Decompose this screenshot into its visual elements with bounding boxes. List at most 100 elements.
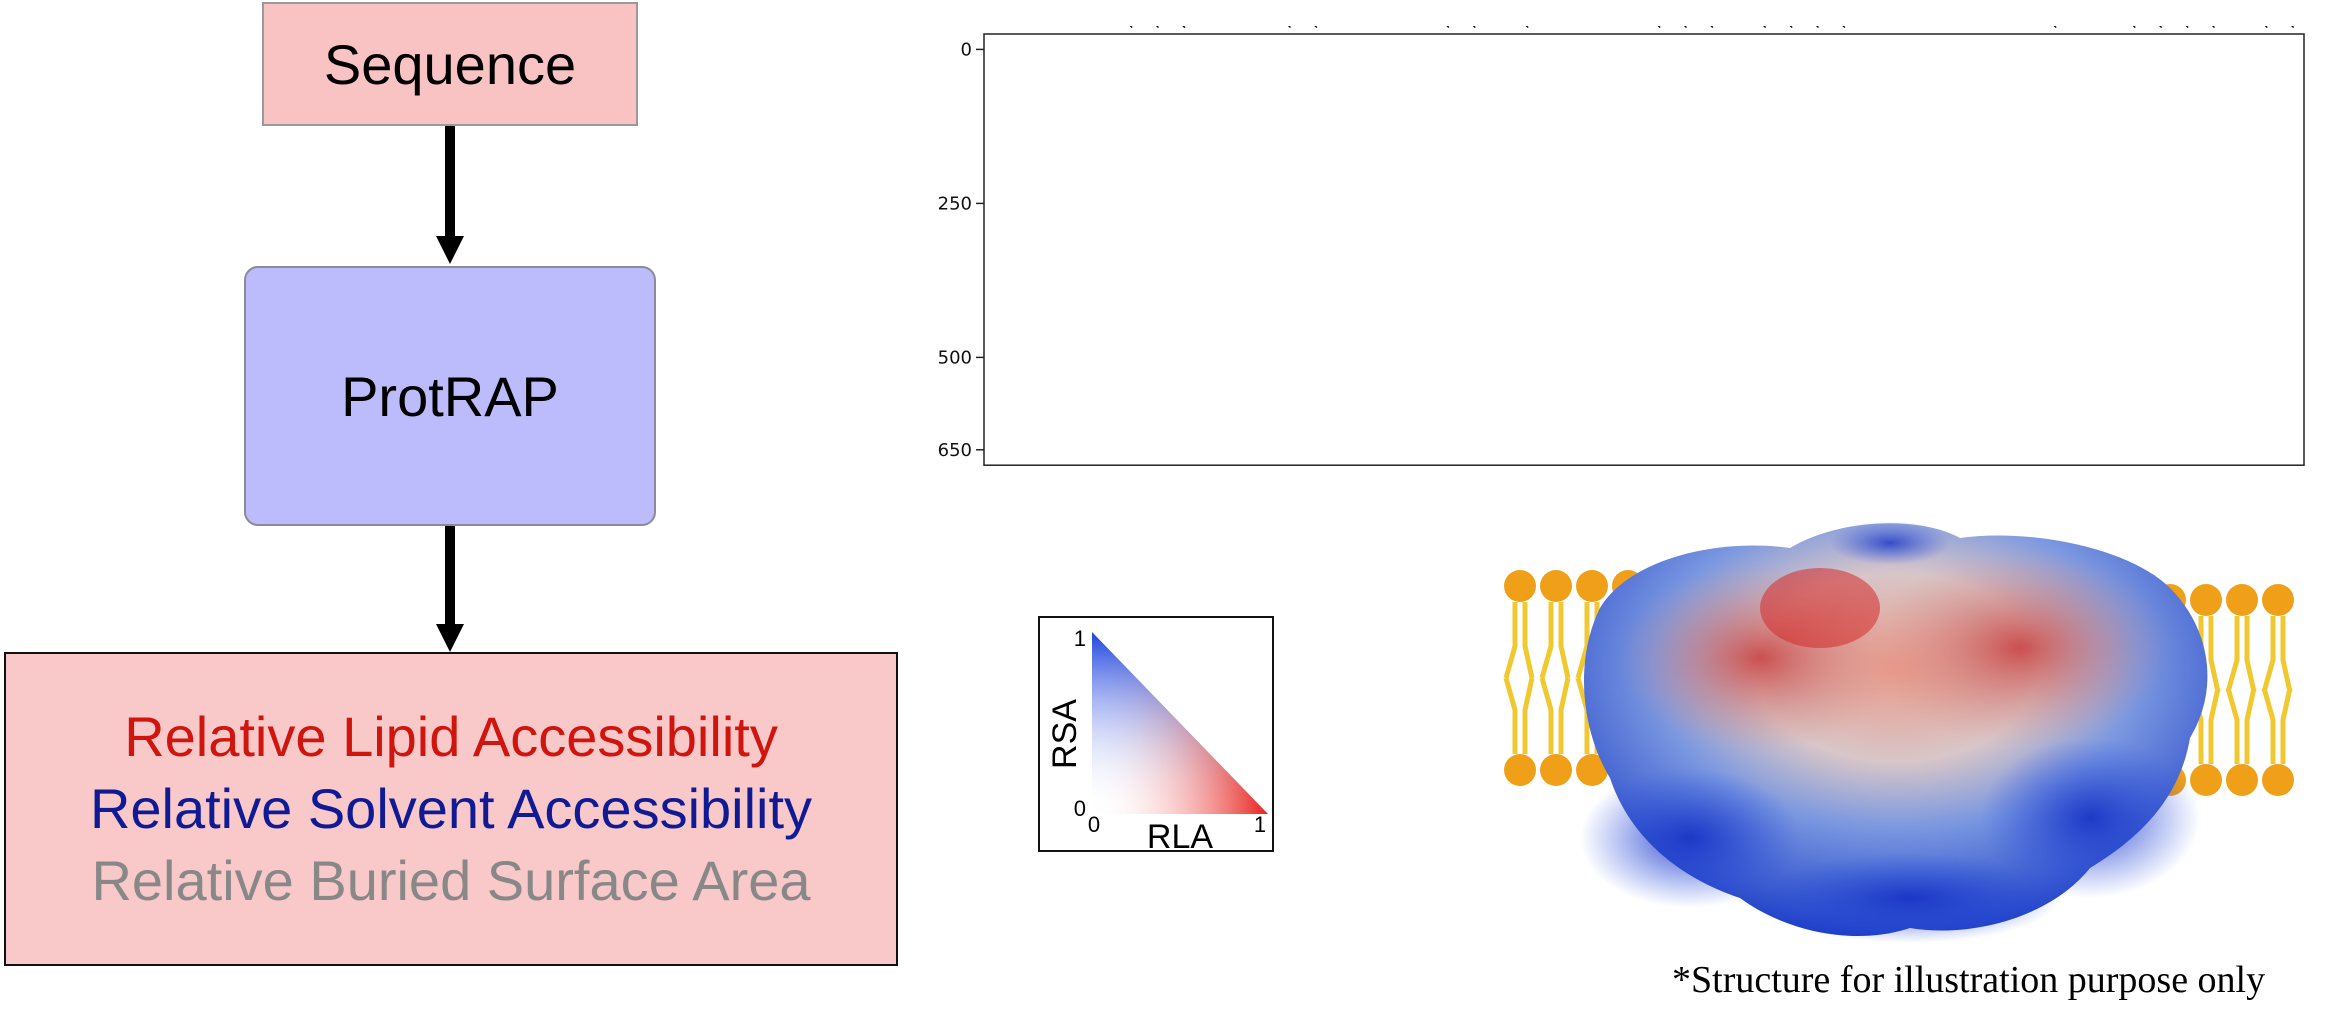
heatmap-residue-letter: G <box>1414 26 1424 31</box>
heatmap-residue-letter: E <box>2022 26 2032 31</box>
heatmap-residue-letter: I <box>992 26 1002 31</box>
heatmap-residue-letter: T <box>1230 26 1240 31</box>
heatmap-residue-letter: K <box>2154 26 2165 31</box>
heatmap-residue-letter: A <box>992 26 1002 31</box>
heatmap-residue-letter: R <box>2048 26 2059 31</box>
heatmap-residue-letter: R <box>2154 26 2165 31</box>
heatmap-residue-letter: C <box>1758 26 1768 31</box>
heatmap-residue-letter: P <box>1520 26 1530 31</box>
heatmap-residue-letter: F <box>1388 26 1398 31</box>
heatmap-residue-letter: L <box>1124 26 1134 31</box>
heatmap-residue-letter: T <box>1018 26 1028 31</box>
heatmap-residue-letter: V <box>1863 26 1873 31</box>
heatmap-residue-letter: M <box>1282 26 1292 31</box>
heatmap-residue-letter: S <box>2259 26 2269 31</box>
heatmap-residue-letter: T <box>1678 26 1688 31</box>
heatmap-residue-letter: T <box>1626 26 1636 31</box>
heatmap-residue-letter: F <box>1203 26 1213 31</box>
heatmap-residue-letter: V <box>2074 26 2084 31</box>
heatmap-residue-letter: Y <box>1098 26 1108 31</box>
heatmap-residue-letter: T <box>1362 26 1372 31</box>
heatmap-residue-letter: N <box>1335 26 1345 31</box>
heatmap-residue-letter: R <box>1467 26 1478 31</box>
heatmap-residue-letter: L <box>2074 26 2084 31</box>
protein-solvent-face-top <box>1830 521 1950 565</box>
heatmap-residue-letter: L <box>1837 26 1847 31</box>
heatmap-residue-letter: V <box>1731 26 1741 31</box>
heatmap-residue-letter: E <box>1441 26 1451 31</box>
heatmap-residue-letter: I <box>1863 26 1873 31</box>
heatmap-residue-letter: Q <box>1282 26 1292 31</box>
heatmap-residue-letter: I <box>1731 26 1741 31</box>
heatmap-residue-letter: K <box>1837 26 1848 31</box>
heatmap-residue-letter: A <box>1230 26 1240 31</box>
heatmap-residue-letter: Q <box>1652 26 1662 31</box>
heatmap-residue-letter: N <box>2022 26 2032 31</box>
heatmap-residue-letter: T <box>1784 26 1794 31</box>
heatmap-residue-letter: S <box>1177 26 1187 31</box>
heatmap-residue-letter: F <box>1362 26 1372 31</box>
heatmap-residue-letter: Q <box>1810 26 1820 31</box>
heatmap-residue-letter: F <box>1335 26 1345 31</box>
heatmap-residue-letter: R <box>2154 26 2165 31</box>
heatmap-residue-letter: L <box>1520 26 1530 31</box>
heatmap-residue-letter: I <box>2286 26 2296 31</box>
heatmap-residue-letter: G <box>1071 26 1081 31</box>
lipid-tail <box>1558 602 1571 679</box>
heatmap-residue-letter: H <box>1863 26 1873 31</box>
heatmap-residue-letter: A <box>1098 26 1108 31</box>
heatmap-residue-letter: A <box>2233 26 2243 31</box>
heatmap-residue-letter: Y <box>2074 26 2084 31</box>
output-rbsa-label: Relative Buried Surface Area <box>91 849 811 912</box>
heatmap-residue-letter: P <box>1335 26 1345 31</box>
heatmap-residue-letter: L <box>2127 26 2137 31</box>
heatmap-residue-letter: I <box>1203 26 1213 31</box>
heatmap-residue-letter: L <box>1599 26 1609 31</box>
heatmap-residue-letter: N <box>1388 26 1398 31</box>
heatmap-residue-letter: Q <box>1177 26 1187 31</box>
sequence-label: Sequence <box>323 32 577 96</box>
heatmap-residue-letter: S <box>1678 26 1688 31</box>
heatmap-residue-letter: T <box>1758 26 1768 31</box>
legend-y-tick-max: 1 <box>1074 626 1086 651</box>
heatmap-tick-label: 0 <box>961 39 972 60</box>
heatmap-residue-letter: L <box>1018 26 1028 31</box>
heatmap-residue-letter: M <box>1810 26 1820 31</box>
heatmap-residue-letter: N <box>2180 26 2190 31</box>
heatmap-residue-letter: L <box>1810 26 1820 31</box>
heatmap-residue-letter: W <box>1652 26 1663 31</box>
heatmap-residue-letter: A <box>2048 26 2058 31</box>
heatmap-residue-letter: K <box>2127 26 2138 31</box>
heatmap-residue-letter: L <box>1045 26 1055 31</box>
heatmap-residue-letter: L <box>1546 26 1556 31</box>
heatmap-residue-letter: Q <box>1705 26 1715 31</box>
heatmap-residue-letter: S <box>1942 26 1952 31</box>
heatmap-residue-letter: V <box>1203 26 1213 31</box>
heatmap-residue-letter: S <box>1071 26 1081 31</box>
heatmap-residue-letter: L <box>1018 26 1028 31</box>
heatmap-residue-letter: T <box>2180 26 2190 31</box>
heatmap-residue-letter: S <box>1863 26 1873 31</box>
heatmap-residue-letter: D <box>1758 26 1768 31</box>
heatmap-residue-letter: H <box>1494 26 1504 31</box>
heatmap-residue-letter: F <box>2048 26 2058 31</box>
heatmap-residue-letter: I <box>1203 26 1213 31</box>
heatmap-residue-letter: K <box>1494 26 1505 31</box>
heatmap-residue-letter: I <box>1282 26 1292 31</box>
heatmap-residue-letter: L <box>1573 26 1583 31</box>
heatmap-residue-letter: A <box>2022 26 2032 31</box>
heatmap-residue-letter: F <box>1309 26 1319 31</box>
heatmap-residue-letter: L <box>1150 26 1160 31</box>
heatmap-residue-letter: A <box>1494 26 1504 31</box>
heatmap-residue-letter: L <box>1203 26 1213 31</box>
heatmap-residue-letter: T <box>1441 26 1451 31</box>
heatmap-residue-letter: L <box>1916 26 1926 31</box>
legend-x-axis-label: RLA <box>1147 818 1213 854</box>
heatmap-residue-letter: I <box>2259 26 2269 31</box>
heatmap-residue-letter: I <box>1362 26 1372 31</box>
heatmap-residue-letter: A <box>1652 26 1662 31</box>
heatmap-residue-letter: S <box>1045 26 1055 31</box>
heatmap-residue-letter: I <box>1969 26 1979 31</box>
heatmap-residue-letter: P <box>1758 26 1768 31</box>
lipid-head <box>1504 754 1536 786</box>
